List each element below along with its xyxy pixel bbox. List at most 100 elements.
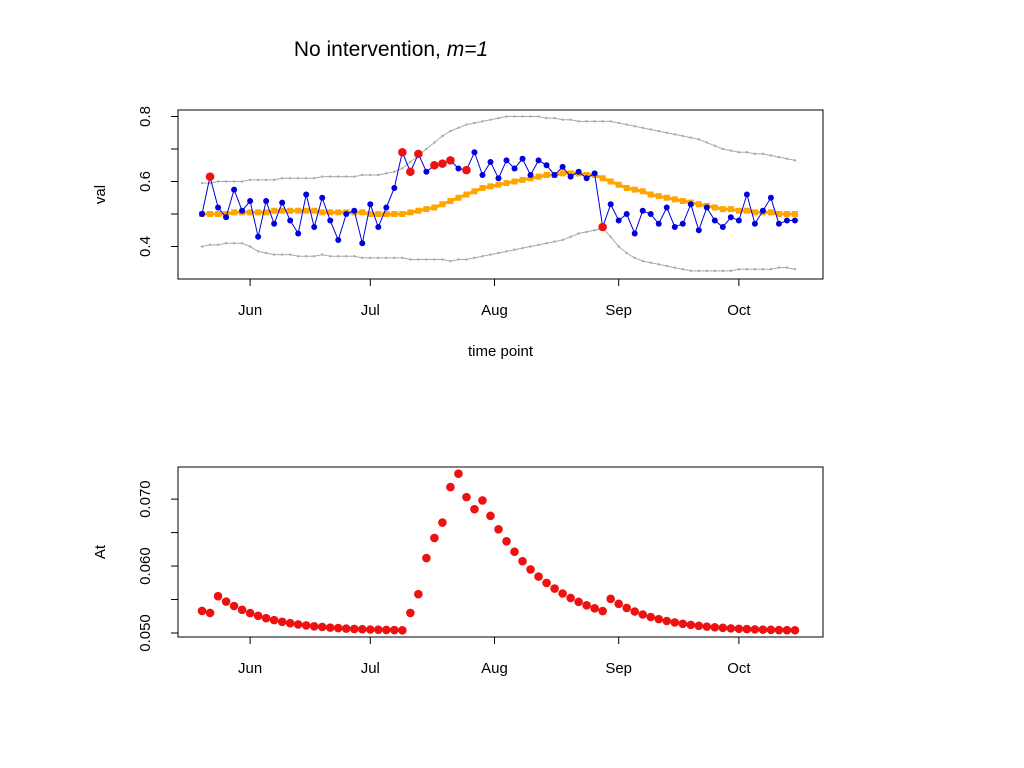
point xyxy=(264,178,268,182)
point xyxy=(553,240,556,243)
point xyxy=(205,608,215,618)
point xyxy=(296,177,300,180)
point xyxy=(325,623,335,632)
point xyxy=(503,180,510,187)
point xyxy=(559,170,566,177)
point xyxy=(271,220,278,227)
point xyxy=(663,194,670,201)
point xyxy=(639,207,646,214)
point xyxy=(543,162,550,169)
point xyxy=(537,243,540,247)
point xyxy=(271,207,278,214)
point xyxy=(253,611,263,621)
title-math: m=1 xyxy=(447,38,488,61)
point xyxy=(359,240,366,247)
point xyxy=(240,180,244,183)
point xyxy=(745,151,749,154)
point xyxy=(598,606,607,616)
point xyxy=(345,175,348,178)
point xyxy=(279,207,286,214)
point xyxy=(215,204,222,211)
point xyxy=(529,245,532,248)
point xyxy=(374,625,383,635)
point xyxy=(665,131,668,134)
point xyxy=(719,206,726,213)
point xyxy=(311,207,318,214)
chart-title: No intervention, m=1 xyxy=(294,38,488,61)
point xyxy=(705,269,709,273)
point xyxy=(607,178,614,185)
point xyxy=(777,266,781,269)
point xyxy=(375,211,382,217)
point xyxy=(582,600,591,610)
y-axis-label: val xyxy=(92,185,109,204)
point xyxy=(237,605,247,615)
point xyxy=(505,250,508,253)
point xyxy=(438,159,447,168)
point xyxy=(737,268,741,271)
point xyxy=(535,157,542,164)
point xyxy=(566,593,575,603)
point xyxy=(462,165,471,175)
point xyxy=(382,625,391,635)
point xyxy=(583,175,590,182)
point xyxy=(503,157,510,164)
point xyxy=(231,186,238,193)
point xyxy=(446,482,455,492)
plot-frame xyxy=(177,466,824,638)
point xyxy=(505,115,508,118)
point xyxy=(287,207,294,214)
point xyxy=(793,159,797,162)
point xyxy=(567,173,574,180)
point xyxy=(369,173,372,177)
point xyxy=(293,620,303,629)
point xyxy=(489,118,492,121)
point xyxy=(329,175,332,178)
point xyxy=(751,220,758,227)
x-tick-label: Aug xyxy=(481,660,508,677)
point xyxy=(758,625,768,634)
point xyxy=(303,207,310,214)
point xyxy=(495,175,502,182)
point xyxy=(439,201,446,208)
point xyxy=(449,259,452,263)
point xyxy=(478,496,487,505)
point xyxy=(367,211,374,217)
point xyxy=(277,617,287,627)
point xyxy=(279,199,286,206)
point xyxy=(767,194,774,201)
point xyxy=(208,243,212,247)
point xyxy=(735,217,742,224)
point xyxy=(288,177,292,180)
point xyxy=(407,209,414,216)
point xyxy=(232,242,236,245)
point xyxy=(766,625,776,635)
point xyxy=(215,211,222,217)
point xyxy=(471,188,478,195)
point xyxy=(398,147,407,157)
x-tick-label: Aug xyxy=(481,302,508,319)
point xyxy=(425,147,428,151)
point xyxy=(288,253,292,256)
point xyxy=(727,214,734,221)
point xyxy=(638,610,648,619)
point xyxy=(569,118,572,121)
point xyxy=(711,217,718,224)
point xyxy=(438,518,447,527)
point xyxy=(423,168,430,175)
point xyxy=(317,622,327,632)
point xyxy=(550,584,559,593)
point xyxy=(606,594,615,604)
point xyxy=(751,209,758,216)
y-axis-label: At xyxy=(92,544,109,559)
point xyxy=(335,237,342,243)
point xyxy=(208,181,212,185)
point xyxy=(287,217,294,224)
point xyxy=(670,618,680,627)
point xyxy=(409,160,412,164)
point xyxy=(494,525,503,534)
point xyxy=(521,246,524,250)
point xyxy=(697,138,701,141)
point xyxy=(729,149,733,152)
point xyxy=(575,168,582,175)
